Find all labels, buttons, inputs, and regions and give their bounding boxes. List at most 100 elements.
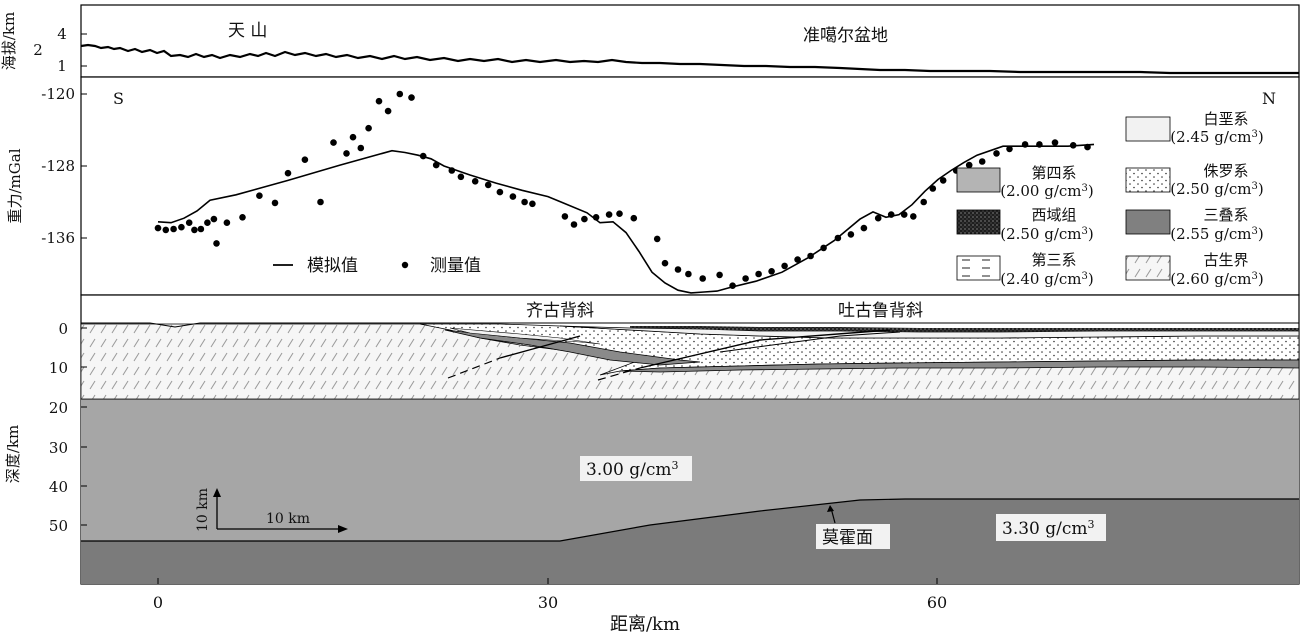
x-tick-30: 30 xyxy=(538,593,558,612)
x-axis-label: 距离/km xyxy=(610,614,680,635)
fault-qigu-1 xyxy=(499,335,581,359)
fault-tugulu-1 xyxy=(639,329,891,369)
legend-cretaceous-density: (2.45 g/cm3) xyxy=(1170,128,1264,146)
measured-gravity-point xyxy=(860,224,868,232)
depth-tick-20: 20 xyxy=(49,399,68,417)
measured-gravity-point xyxy=(929,185,937,192)
legend-paleozoic: 古生界 (2.60 g/cm3) xyxy=(1125,251,1264,288)
measured-gravity-point xyxy=(457,173,465,181)
measured-gravity-point xyxy=(742,275,749,282)
measured-gravity-point xyxy=(653,235,661,243)
measured-gravity-point xyxy=(357,144,365,152)
measured-gravity-point xyxy=(1006,145,1013,153)
measured-gravity-point xyxy=(605,211,613,218)
measured-gravity-point xyxy=(197,225,205,233)
gravity-panel: 重力/mGal -120 -128 -136 S N 模拟值 测量值 白垩系 (… xyxy=(6,76,1300,296)
measured-gravity-point xyxy=(521,198,528,206)
grav-tick-128: -128 xyxy=(41,157,75,175)
measured-gravity-point xyxy=(408,94,415,101)
elevation-line xyxy=(80,43,1299,75)
measured-gravity-point xyxy=(223,219,231,226)
legend-measured-label: 测量值 xyxy=(430,256,481,276)
elevation-ylabel: 海拔/km xyxy=(0,12,18,70)
surface-line xyxy=(81,322,1299,328)
measured-gravity-point xyxy=(210,215,218,223)
measured-gravity-point xyxy=(755,270,762,278)
legend-jurassic: 侏罗系 (2.50 g/cm3) xyxy=(1125,162,1264,198)
depth-tick-40: 40 xyxy=(49,478,68,496)
gravity-yticks: -120 -128 -136 xyxy=(41,85,87,247)
label-junggar-basin: 准噶尔盆地 xyxy=(803,26,888,46)
measured-gravity-point xyxy=(920,198,927,206)
fault-tugulu-2 xyxy=(719,331,901,353)
svg-text:3.30 g/cm3: 3.30 g/cm3 xyxy=(1002,518,1095,539)
section-yticks: 0 10 20 30 40 50 xyxy=(49,320,87,535)
strata-legend: 白垩系 (2.45 g/cm3) 第四系 (2.00 g/cm3) 侏罗系 (2… xyxy=(956,110,1264,288)
svg-text:3.00 g/cm3: 3.00 g/cm3 xyxy=(586,459,679,480)
legend-quaternary-name: 第四系 xyxy=(1031,164,1076,182)
label-north: N xyxy=(1262,89,1276,108)
svg-text:莫霍面: 莫霍面 xyxy=(822,528,873,548)
measured-gravity-point xyxy=(910,213,917,220)
section-ylabel: 深度/km xyxy=(4,425,22,483)
measured-gravity-point xyxy=(716,271,723,279)
legend-xiyu: 西域组 (2.50 g/cm3) xyxy=(956,206,1094,243)
measured-gravity-point xyxy=(239,214,246,221)
measured-gravity-point xyxy=(484,181,492,189)
density-label-lower: 3.30 g/cm3 xyxy=(996,514,1106,541)
measured-gravity-point xyxy=(178,223,185,231)
measured-gravity-point xyxy=(561,213,569,220)
grav-tick-120: -120 xyxy=(41,85,75,103)
measured-gravity-point xyxy=(154,224,162,232)
legend-tertiary-density: (2.40 g/cm3) xyxy=(1000,270,1094,288)
legend-quaternary-swatch xyxy=(956,167,1001,193)
measured-gravity-point xyxy=(170,225,177,233)
legend-paleozoic-density: (2.60 g/cm3) xyxy=(1170,270,1264,288)
measured-gravity-point xyxy=(834,234,842,242)
elevation-panel: 海拔/km 4 2 1 天 山 准噶尔盆地 xyxy=(0,4,1300,78)
measured-gravity-point xyxy=(365,124,372,132)
legend-jurassic-density: (2.50 g/cm3) xyxy=(1170,180,1264,198)
legend-triassic-density: (2.55 g/cm3) xyxy=(1170,225,1264,243)
measured-gravity-point xyxy=(874,214,882,222)
label-tugulu-anticline: 吐古鲁背斜 xyxy=(838,301,923,321)
measured-gravity-point xyxy=(271,199,279,207)
grav-tick-136: -136 xyxy=(41,229,75,247)
measured-gravity-point xyxy=(630,214,638,222)
gravity-ylabel: 重力/mGal xyxy=(6,148,24,223)
legend-cretaceous-name: 白垩系 xyxy=(1203,110,1248,128)
moho-label: 莫霍面 xyxy=(816,505,890,549)
gravity-legend: 模拟值 测量值 xyxy=(273,256,481,276)
x-axis: 0 30 60 距离/km xyxy=(153,578,947,635)
measured-gravity-point xyxy=(729,282,736,290)
measured-gravity-point xyxy=(768,268,775,275)
measured-gravity-point xyxy=(939,177,947,184)
measured-gravity-point xyxy=(343,150,350,157)
legend-quaternary-density: (2.00 g/cm3) xyxy=(1000,182,1094,200)
legend-tertiary: 第三系 (2.40 g/cm3) xyxy=(956,251,1094,288)
legend-simulated-label: 模拟值 xyxy=(307,256,358,276)
measured-gravity-point xyxy=(699,275,706,282)
measured-gravity-point xyxy=(191,226,198,234)
measured-gravity-point xyxy=(529,200,536,208)
xiyu-layer xyxy=(630,326,1299,332)
measured-gravity-point xyxy=(419,152,427,160)
x-tick-0: 0 xyxy=(153,593,163,612)
triassic-layer xyxy=(619,359,1300,373)
faults xyxy=(447,329,901,381)
depth-tick-10: 10 xyxy=(49,359,68,377)
legend-cretaceous: 白垩系 (2.45 g/cm3) xyxy=(1125,110,1264,146)
legend-measured-swatch xyxy=(401,261,409,269)
fault-qigu-1-dashed xyxy=(447,357,501,379)
measured-gravity-point xyxy=(592,214,600,221)
measured-gravity-point xyxy=(185,219,193,226)
measured-gravity-point xyxy=(375,97,383,105)
legend-jurassic-swatch xyxy=(1125,167,1171,193)
measured-gravity-point xyxy=(284,169,292,177)
measured-gravity-point xyxy=(1021,141,1029,148)
depth-tick-0: 0 xyxy=(58,320,68,338)
measured-gravity-point xyxy=(432,161,440,169)
measured-gravity-point xyxy=(317,198,324,206)
measured-gravity-point xyxy=(887,211,895,218)
